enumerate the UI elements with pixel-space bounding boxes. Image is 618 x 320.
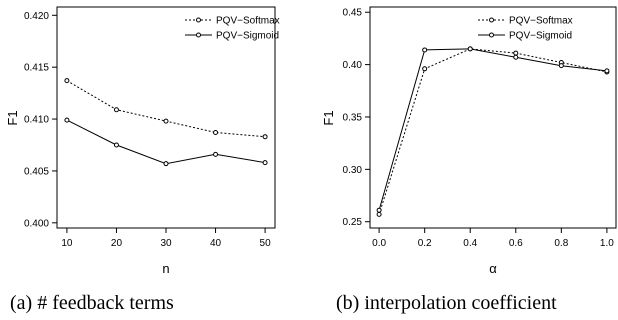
data-point bbox=[262, 134, 268, 140]
x-axis-title: α bbox=[489, 261, 497, 276]
y-tick-label: 0.400 bbox=[24, 218, 49, 229]
y-tick-label: 0.405 bbox=[24, 166, 49, 177]
x-tick-label: 30 bbox=[160, 238, 172, 249]
x-tick-label: 0.2 bbox=[418, 238, 432, 249]
legend-marker-softmax bbox=[196, 17, 201, 23]
legend-label-sigmoid: PQV−Sigmoid bbox=[216, 31, 279, 42]
data-point bbox=[113, 107, 119, 113]
legend: PQV−Softmax PQV−Sigmoid bbox=[478, 16, 573, 42]
data-point bbox=[213, 130, 219, 136]
y-tick-label: 0.40 bbox=[343, 60, 363, 71]
x-tick-label: 0.4 bbox=[463, 238, 477, 249]
y-axis-ticks: 0.25 0.30 0.35 0.40 0.45 bbox=[343, 8, 370, 228]
data-point bbox=[163, 161, 169, 167]
series-layer bbox=[64, 78, 268, 167]
x-tick-label: 20 bbox=[111, 238, 123, 249]
legend: PQV−Softmax PQV−Sigmoid bbox=[185, 16, 280, 42]
data-point bbox=[513, 50, 519, 56]
y-tick-label: 0.35 bbox=[343, 112, 363, 123]
series-line-sigmoid bbox=[66, 119, 266, 165]
legend-marker-sigmoid bbox=[196, 32, 201, 38]
x-tick-label: 1.0 bbox=[600, 238, 614, 249]
data-point bbox=[262, 160, 268, 166]
data-point bbox=[163, 118, 169, 124]
data-point bbox=[513, 54, 519, 60]
y-tick-label: 0.415 bbox=[24, 63, 49, 74]
x-tick-label: 50 bbox=[260, 238, 272, 249]
x-axis-ticks: 0.0 0.2 0.4 0.6 0.8 1.0 bbox=[372, 228, 614, 249]
x-tick-label: 40 bbox=[210, 238, 222, 249]
series-line-softmax bbox=[66, 80, 266, 138]
y-axis-title: F1 bbox=[321, 110, 336, 125]
data-point bbox=[64, 117, 70, 123]
legend-marker-sigmoid bbox=[489, 32, 494, 38]
caption-a: (a) # feedback terms bbox=[10, 292, 174, 314]
data-point bbox=[376, 207, 382, 213]
data-point bbox=[558, 63, 564, 69]
chart-panel-feedback-terms: 10 20 30 40 50 0.400 0.405 0.410 0.415 0.420 n F… bbox=[5, 6, 280, 276]
series-line-softmax bbox=[378, 48, 608, 215]
data-point bbox=[422, 66, 428, 72]
data-point bbox=[422, 47, 428, 53]
series-layer bbox=[376, 46, 610, 217]
plot-frame bbox=[369, 6, 617, 229]
y-tick-label: 0.45 bbox=[343, 8, 363, 19]
chart-panel-interpolation-coefficient: 0.0 0.2 0.4 0.6 0.8 1.0 0.250.300.350.400.45 … bbox=[321, 6, 617, 276]
legend-label-softmax: PQV−Softmax bbox=[509, 16, 573, 27]
y-tick-label: 0.410 bbox=[24, 115, 49, 126]
x-tick-label: 0.0 bbox=[372, 238, 386, 249]
data-point bbox=[113, 142, 119, 148]
data-point bbox=[64, 78, 70, 84]
legend-marker-softmax bbox=[489, 17, 494, 23]
data-point bbox=[604, 68, 610, 74]
x-tick-label: 0.6 bbox=[509, 238, 523, 249]
data-point bbox=[467, 46, 473, 52]
caption-b: (b) interpolation coefficient bbox=[336, 292, 557, 314]
legend-label-sigmoid: PQV−Sigmoid bbox=[509, 31, 572, 42]
y-tick-label: 0.25 bbox=[343, 217, 363, 228]
y-tick-label: 0.420 bbox=[24, 11, 49, 22]
x-tick-label: 0.8 bbox=[554, 238, 568, 249]
x-tick-label: 10 bbox=[61, 238, 73, 249]
series-line-sigmoid bbox=[378, 48, 607, 211]
x-axis-title: n bbox=[162, 261, 169, 276]
data-point bbox=[376, 211, 382, 217]
y-tick-label: 0.30 bbox=[343, 165, 363, 176]
legend-label-softmax: PQV−Softmax bbox=[216, 16, 280, 27]
y-axis-ticks: 0.400 0.405 0.410 0.415 0.420 bbox=[24, 11, 57, 229]
x-axis-ticks: 10 20 30 40 50 bbox=[61, 228, 271, 249]
data-point bbox=[213, 151, 219, 157]
y-axis-title: F1 bbox=[5, 110, 20, 125]
